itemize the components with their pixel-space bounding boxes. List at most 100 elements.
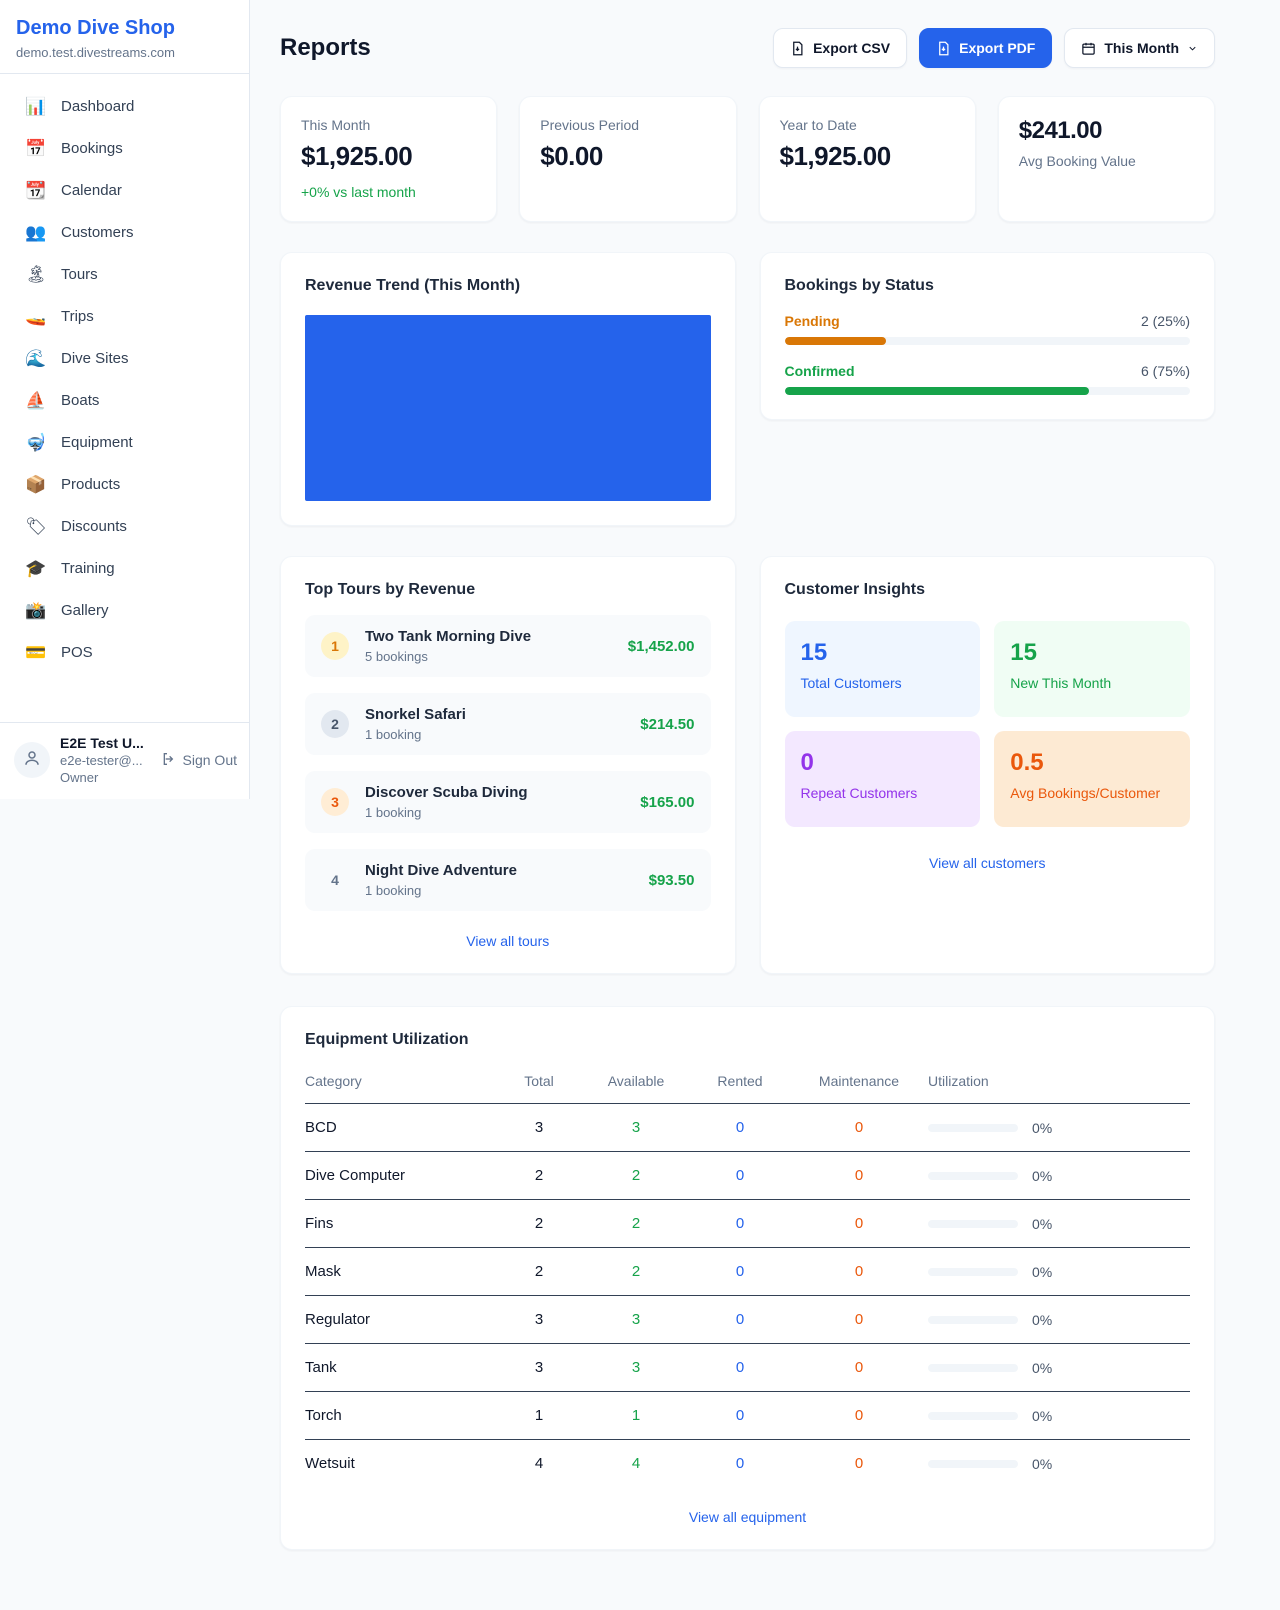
wave-icon: 🌊 bbox=[25, 349, 47, 368]
sidebar-nav: 📊 Dashboard 📅 Bookings 📆 Calendar 👥 Cust… bbox=[0, 74, 249, 686]
tile-number: 0 bbox=[800, 749, 814, 776]
header-actions: Export CSV Export PDF This Month bbox=[773, 28, 1215, 68]
sign-out-label: Sign Out bbox=[182, 752, 237, 768]
sidebar-item-label: Dashboard bbox=[61, 98, 135, 115]
graduation-cap-icon: 🎓 bbox=[25, 559, 47, 578]
top-tours-title: Top Tours by Revenue bbox=[305, 581, 476, 598]
export-pdf-button[interactable]: Export PDF bbox=[919, 28, 1053, 68]
island-icon: 🏝 bbox=[25, 265, 47, 284]
utilization-pct: 0% bbox=[1032, 1215, 1053, 1232]
customer-insights-card: Customer Insights 15 Total Customers 15 … bbox=[759, 556, 1215, 974]
sidebar-item-label: Products bbox=[61, 476, 121, 493]
stat-card-previous-period: Previous Period $0.00 bbox=[519, 96, 737, 222]
utilization-bar bbox=[928, 1411, 1018, 1420]
user-role: Owner bbox=[60, 770, 99, 785]
people-icon: 👥 bbox=[25, 223, 47, 242]
tile-new-this-month: 15 New This Month bbox=[994, 621, 1190, 717]
sidebar-item-pos[interactable]: 💳 POS bbox=[0, 632, 249, 674]
utilization-bar bbox=[928, 1267, 1018, 1276]
view-all-customers-link[interactable]: View all customers bbox=[929, 855, 1046, 871]
tour-name: Night Dive Adventure bbox=[365, 862, 517, 879]
bookings-by-status-title: Bookings by Status bbox=[784, 277, 934, 294]
status-row-pending: Pending 2 (25%) bbox=[784, 313, 1190, 345]
revenue-trend-chart bbox=[305, 315, 711, 501]
view-all-equipment-link[interactable]: View all equipment bbox=[688, 1509, 807, 1525]
table-row: Regulator 3 3 0 0 0% bbox=[305, 1295, 1190, 1344]
tour-revenue: $214.50 bbox=[640, 715, 695, 733]
rank-badge: 3 bbox=[321, 788, 349, 816]
col-header-total: Total bbox=[496, 1063, 582, 1104]
tour-name: Two Tank Morning Dive bbox=[365, 628, 532, 645]
user-email: e2e-tester@... bbox=[60, 753, 143, 768]
utilization-pct: 0% bbox=[1032, 1455, 1053, 1472]
cell-rented: 0 bbox=[690, 1391, 790, 1440]
tile-number: 15 bbox=[1010, 639, 1037, 666]
sidebar-item-boats[interactable]: ⛵ Boats bbox=[0, 380, 249, 422]
brand: Demo Dive Shop demo.test.divestreams.com bbox=[0, 0, 249, 74]
col-header-utilization: Utilization bbox=[928, 1063, 1190, 1104]
tour-row: 1 Two Tank Morning Dive 5 bookings $1,45… bbox=[305, 615, 711, 677]
brand-name: Demo Dive Shop bbox=[16, 17, 175, 39]
user-name: E2E Test U... bbox=[60, 735, 144, 751]
sidebar-item-label: Training bbox=[61, 560, 115, 577]
cell-category: Mask bbox=[305, 1247, 496, 1296]
utilization-bar bbox=[928, 1459, 1018, 1468]
sidebar-item-label: Bookings bbox=[61, 140, 123, 157]
bookings-by-status-card: Bookings by Status Pending 2 (25%) Confi… bbox=[759, 252, 1215, 420]
sidebar-item-gallery[interactable]: 📸 Gallery bbox=[0, 590, 249, 632]
export-csv-button[interactable]: Export CSV bbox=[773, 28, 908, 68]
package-icon: 📦 bbox=[25, 475, 47, 494]
sidebar-item-equipment[interactable]: 🤿 Equipment bbox=[0, 422, 249, 464]
stat-card-avg-booking-value: $241.00 Avg Booking Value bbox=[997, 96, 1215, 222]
status-count: 2 (25%) bbox=[1140, 313, 1190, 329]
sign-out-button[interactable]: Sign Out bbox=[161, 751, 237, 770]
utilization-bar bbox=[928, 1171, 1018, 1180]
status-progress-fill bbox=[784, 387, 1089, 395]
cell-maintenance: 0 bbox=[790, 1151, 928, 1200]
utilization-pct: 0% bbox=[1032, 1263, 1053, 1280]
cell-rented: 0 bbox=[690, 1247, 790, 1296]
status-progress-track bbox=[784, 337, 1190, 345]
export-pdf-label: Export PDF bbox=[959, 40, 1036, 56]
status-progress-track bbox=[784, 387, 1190, 395]
stat-card-year-to-date: Year to Date $1,925.00 bbox=[758, 96, 976, 222]
revenue-trend-card: Revenue Trend (This Month) bbox=[280, 252, 736, 526]
camera-icon: 📸 bbox=[25, 601, 47, 620]
sidebar-item-bookings[interactable]: 📅 Bookings bbox=[0, 128, 249, 170]
sidebar-item-discounts[interactable]: 🏷 Discounts bbox=[0, 506, 249, 548]
chevron-down-icon bbox=[1187, 43, 1198, 54]
sidebar-item-tours[interactable]: 🏝 Tours bbox=[0, 254, 249, 296]
sidebar-item-customers[interactable]: 👥 Customers bbox=[0, 212, 249, 254]
tour-row: 4 Night Dive Adventure 1 booking $93.50 bbox=[305, 849, 711, 911]
sidebar-item-products[interactable]: 📦 Products bbox=[0, 464, 249, 506]
cell-available: 2 bbox=[582, 1247, 690, 1296]
view-all-tours-link[interactable]: View all tours bbox=[466, 933, 550, 949]
tour-row: 2 Snorkel Safari 1 booking $214.50 bbox=[305, 693, 711, 755]
motorboat-icon: 🚤 bbox=[25, 307, 47, 326]
page-header: Reports Export CSV Export PDF bbox=[280, 28, 1215, 68]
cell-maintenance: 0 bbox=[790, 1103, 928, 1152]
equipment-utilization-title: Equipment Utilization bbox=[305, 1031, 469, 1048]
col-header-available: Available bbox=[582, 1063, 690, 1104]
main-content: Reports Export CSV Export PDF bbox=[280, 0, 1215, 1604]
export-csv-label: Export CSV bbox=[813, 40, 891, 56]
user-info: E2E Test U... e2e-tester@... Owner bbox=[60, 735, 144, 785]
sidebar-item-label: Boats bbox=[61, 392, 100, 409]
top-tours-card: Top Tours by Revenue 1 Two Tank Morning … bbox=[280, 556, 736, 974]
insights-row: Top Tours by Revenue 1 Two Tank Morning … bbox=[280, 556, 1215, 974]
cell-available: 3 bbox=[582, 1295, 690, 1344]
status-row-confirmed: Confirmed 6 (75%) bbox=[784, 363, 1190, 395]
cell-category: Regulator bbox=[305, 1295, 496, 1344]
sidebar-item-training[interactable]: 🎓 Training bbox=[0, 548, 249, 590]
sidebar-item-dive-sites[interactable]: 🌊 Dive Sites bbox=[0, 338, 249, 380]
utilization-pct: 0% bbox=[1032, 1119, 1053, 1136]
tag-icon: 🏷 bbox=[25, 517, 47, 536]
sidebar-item-trips[interactable]: 🚤 Trips bbox=[0, 296, 249, 338]
diving-mask-icon: 🤿 bbox=[25, 433, 47, 452]
equipment-table: Category Total Available Rented Maintena… bbox=[305, 1063, 1190, 1487]
period-dropdown[interactable]: This Month bbox=[1064, 28, 1215, 68]
cell-category: Torch bbox=[305, 1391, 496, 1440]
sidebar-item-calendar[interactable]: 📆 Calendar bbox=[0, 170, 249, 212]
col-header-rented: Rented bbox=[690, 1063, 790, 1104]
sidebar-item-dashboard[interactable]: 📊 Dashboard bbox=[0, 86, 249, 128]
